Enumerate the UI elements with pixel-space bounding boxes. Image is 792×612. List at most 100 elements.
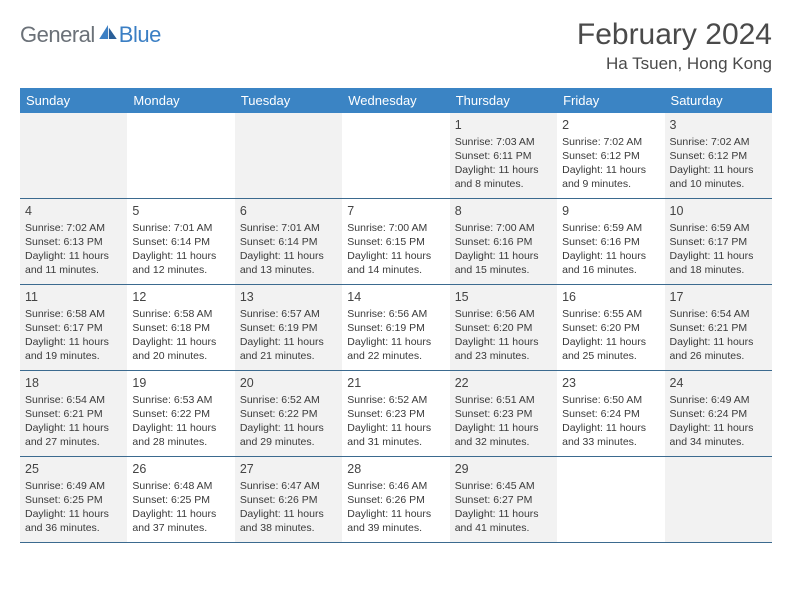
sunrise-line: Sunrise: 7:02 AM — [562, 135, 659, 149]
day-cell: 17Sunrise: 6:54 AMSunset: 6:21 PMDayligh… — [665, 285, 772, 370]
sunset-line: Sunset: 6:23 PM — [455, 407, 552, 421]
daylight-line: Daylight: 11 hours and 39 minutes. — [347, 507, 444, 535]
day-cell: 6Sunrise: 7:01 AMSunset: 6:14 PMDaylight… — [235, 199, 342, 284]
daylight-line: Daylight: 11 hours and 29 minutes. — [240, 421, 337, 449]
sunset-line: Sunset: 6:17 PM — [670, 235, 767, 249]
day-number: 17 — [670, 289, 767, 306]
sunset-line: Sunset: 6:12 PM — [562, 149, 659, 163]
day-number: 13 — [240, 289, 337, 306]
day-number: 10 — [670, 203, 767, 220]
day-header-cell: Tuesday — [235, 88, 342, 113]
sunrise-line: Sunrise: 7:02 AM — [670, 135, 767, 149]
sunset-line: Sunset: 6:26 PM — [240, 493, 337, 507]
week-row: 18Sunrise: 6:54 AMSunset: 6:21 PMDayligh… — [20, 371, 772, 457]
weeks-container: 1Sunrise: 7:03 AMSunset: 6:11 PMDaylight… — [20, 113, 772, 543]
day-number: 25 — [25, 461, 122, 478]
daylight-line: Daylight: 11 hours and 12 minutes. — [132, 249, 229, 277]
sunset-line: Sunset: 6:16 PM — [455, 235, 552, 249]
sunset-line: Sunset: 6:22 PM — [132, 407, 229, 421]
sunset-line: Sunset: 6:15 PM — [347, 235, 444, 249]
day-number: 24 — [670, 375, 767, 392]
sunset-line: Sunset: 6:21 PM — [25, 407, 122, 421]
day-cell: 27Sunrise: 6:47 AMSunset: 6:26 PMDayligh… — [235, 457, 342, 542]
sunset-line: Sunset: 6:11 PM — [455, 149, 552, 163]
sunrise-line: Sunrise: 6:48 AM — [132, 479, 229, 493]
day-number: 11 — [25, 289, 122, 306]
sunset-line: Sunset: 6:25 PM — [132, 493, 229, 507]
daylight-line: Daylight: 11 hours and 23 minutes. — [455, 335, 552, 363]
day-cell: 21Sunrise: 6:52 AMSunset: 6:23 PMDayligh… — [342, 371, 449, 456]
day-cell: 8Sunrise: 7:00 AMSunset: 6:16 PMDaylight… — [450, 199, 557, 284]
page-title: February 2024 — [577, 18, 772, 52]
sunrise-line: Sunrise: 7:00 AM — [455, 221, 552, 235]
day-cell: 24Sunrise: 6:49 AMSunset: 6:24 PMDayligh… — [665, 371, 772, 456]
daylight-line: Daylight: 11 hours and 9 minutes. — [562, 163, 659, 191]
day-number: 16 — [562, 289, 659, 306]
title-block: February 2024 Ha Tsuen, Hong Kong — [577, 18, 772, 74]
sunrise-line: Sunrise: 6:47 AM — [240, 479, 337, 493]
sunset-line: Sunset: 6:27 PM — [455, 493, 552, 507]
sunset-line: Sunset: 6:21 PM — [670, 321, 767, 335]
day-number: 1 — [455, 117, 552, 134]
daylight-line: Daylight: 11 hours and 10 minutes. — [670, 163, 767, 191]
sunrise-line: Sunrise: 6:52 AM — [347, 393, 444, 407]
day-cell: 14Sunrise: 6:56 AMSunset: 6:19 PMDayligh… — [342, 285, 449, 370]
sunrise-line: Sunrise: 6:58 AM — [132, 307, 229, 321]
sunset-line: Sunset: 6:19 PM — [240, 321, 337, 335]
day-header-row: SundayMondayTuesdayWednesdayThursdayFrid… — [20, 88, 772, 113]
day-header-cell: Thursday — [450, 88, 557, 113]
week-row: 25Sunrise: 6:49 AMSunset: 6:25 PMDayligh… — [20, 457, 772, 543]
daylight-line: Daylight: 11 hours and 26 minutes. — [670, 335, 767, 363]
day-number: 19 — [132, 375, 229, 392]
daylight-line: Daylight: 11 hours and 41 minutes. — [455, 507, 552, 535]
sunrise-line: Sunrise: 6:59 AM — [670, 221, 767, 235]
logo-sail-icon — [99, 25, 117, 39]
day-cell: 19Sunrise: 6:53 AMSunset: 6:22 PMDayligh… — [127, 371, 234, 456]
day-header-cell: Saturday — [665, 88, 772, 113]
sunset-line: Sunset: 6:14 PM — [240, 235, 337, 249]
day-number: 2 — [562, 117, 659, 134]
sunrise-line: Sunrise: 6:50 AM — [562, 393, 659, 407]
daylight-line: Daylight: 11 hours and 32 minutes. — [455, 421, 552, 449]
sunrise-line: Sunrise: 7:01 AM — [240, 221, 337, 235]
day-number: 12 — [132, 289, 229, 306]
day-number: 20 — [240, 375, 337, 392]
sunrise-line: Sunrise: 6:53 AM — [132, 393, 229, 407]
day-cell — [342, 113, 449, 198]
sunrise-line: Sunrise: 6:58 AM — [25, 307, 122, 321]
daylight-line: Daylight: 11 hours and 8 minutes. — [455, 163, 552, 191]
sunset-line: Sunset: 6:24 PM — [670, 407, 767, 421]
sunrise-line: Sunrise: 7:00 AM — [347, 221, 444, 235]
sunset-line: Sunset: 6:24 PM — [562, 407, 659, 421]
sunset-line: Sunset: 6:20 PM — [455, 321, 552, 335]
day-number: 6 — [240, 203, 337, 220]
day-number: 23 — [562, 375, 659, 392]
day-cell: 4Sunrise: 7:02 AMSunset: 6:13 PMDaylight… — [20, 199, 127, 284]
day-number: 8 — [455, 203, 552, 220]
sunrise-line: Sunrise: 6:56 AM — [455, 307, 552, 321]
daylight-line: Daylight: 11 hours and 34 minutes. — [670, 421, 767, 449]
logo-text-general: General — [20, 22, 95, 48]
sunrise-line: Sunrise: 6:54 AM — [25, 393, 122, 407]
daylight-line: Daylight: 11 hours and 15 minutes. — [455, 249, 552, 277]
logo: General Blue — [20, 22, 161, 48]
daylight-line: Daylight: 11 hours and 27 minutes. — [25, 421, 122, 449]
day-number: 7 — [347, 203, 444, 220]
calendar-grid: SundayMondayTuesdayWednesdayThursdayFrid… — [20, 88, 772, 543]
sunrise-line: Sunrise: 6:56 AM — [347, 307, 444, 321]
logo-text-blue: Blue — [119, 22, 161, 48]
sunrise-line: Sunrise: 6:49 AM — [670, 393, 767, 407]
daylight-line: Daylight: 11 hours and 11 minutes. — [25, 249, 122, 277]
day-header-cell: Friday — [557, 88, 664, 113]
day-cell: 29Sunrise: 6:45 AMSunset: 6:27 PMDayligh… — [450, 457, 557, 542]
daylight-line: Daylight: 11 hours and 25 minutes. — [562, 335, 659, 363]
day-cell: 1Sunrise: 7:03 AMSunset: 6:11 PMDaylight… — [450, 113, 557, 198]
daylight-line: Daylight: 11 hours and 38 minutes. — [240, 507, 337, 535]
daylight-line: Daylight: 11 hours and 13 minutes. — [240, 249, 337, 277]
daylight-line: Daylight: 11 hours and 14 minutes. — [347, 249, 444, 277]
day-number: 22 — [455, 375, 552, 392]
day-cell: 20Sunrise: 6:52 AMSunset: 6:22 PMDayligh… — [235, 371, 342, 456]
sunset-line: Sunset: 6:16 PM — [562, 235, 659, 249]
day-cell: 13Sunrise: 6:57 AMSunset: 6:19 PMDayligh… — [235, 285, 342, 370]
day-cell: 10Sunrise: 6:59 AMSunset: 6:17 PMDayligh… — [665, 199, 772, 284]
